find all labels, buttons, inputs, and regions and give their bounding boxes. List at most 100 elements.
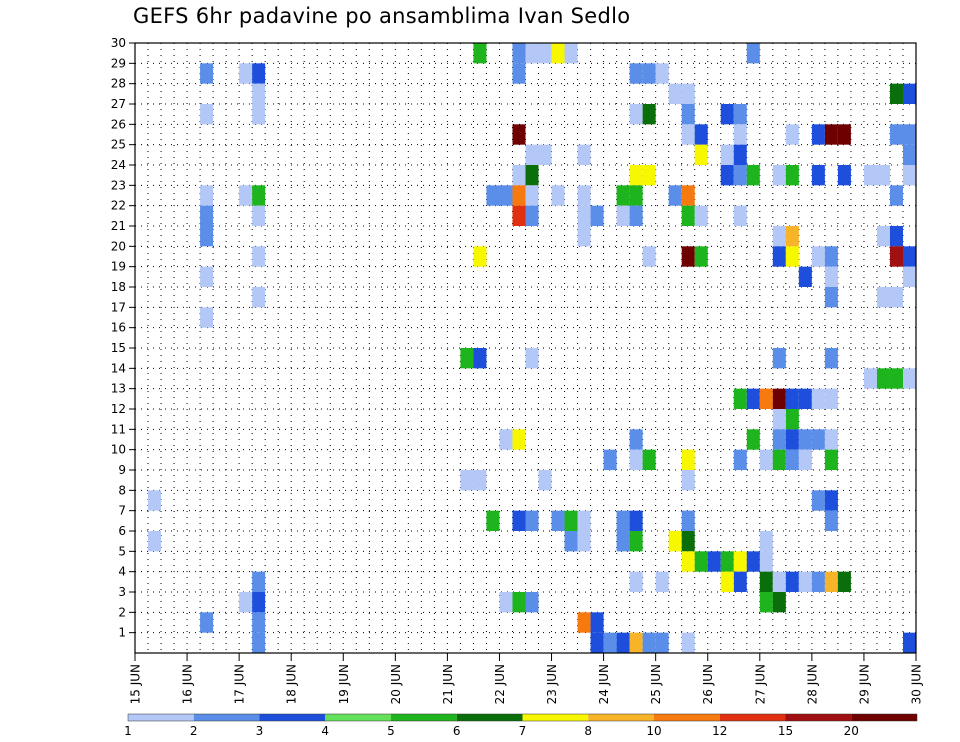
x-tick-label: 25 JUN [649,664,663,704]
heatmap-cell [785,449,799,470]
heatmap-cell [759,388,773,409]
heatmap-cell [525,348,539,369]
heatmap-cell [876,165,890,186]
heatmap-cell [902,266,916,287]
heatmap-cell [811,490,825,511]
legend-label: 4 [321,724,329,738]
legend-swatch [128,714,194,721]
heatmap-cell [629,104,643,125]
heatmap-cell [824,510,838,531]
heatmap-cell [512,429,526,450]
heatmap-cell [720,144,734,165]
y-tick-label: 21 [111,219,126,233]
y-tick-label: 22 [111,199,126,213]
heatmap-cell [473,43,487,64]
heatmap-cell [525,43,539,64]
legend-swatch [522,714,589,721]
heatmap-cell [681,632,695,653]
heatmap-cell [616,531,630,552]
x-tick-label: 23 JUN [545,664,559,704]
heatmap-cell [785,124,799,145]
heatmap-cell [902,368,916,389]
heatmap-cell [681,185,695,206]
heatmap-cell [733,124,747,145]
heatmap-cell [629,205,643,226]
legend-label: 6 [453,724,461,738]
heatmap-cell [512,63,526,84]
heatmap-cell [681,246,695,267]
heatmap-cell [642,63,656,84]
heatmap-cell [590,205,604,226]
heatmap-cell [616,205,630,226]
heatmap-cell [772,571,786,592]
heatmap-cell [863,368,877,389]
heatmap-cell [720,551,734,572]
heatmap-cell [889,185,903,206]
x-tick-label: 15 JUN [129,664,143,704]
heatmap-cell [902,165,916,186]
heatmap-cell [538,470,552,491]
legend-swatch [259,714,326,721]
heatmap-cell [668,531,682,552]
heatmap-cell [642,449,656,470]
heatmap-cell [577,144,591,165]
y-tick-label: 5 [118,544,126,558]
heatmap-cell [720,571,734,592]
heatmap-cell [577,226,591,247]
heatmap-cell [811,388,825,409]
heatmap-cell [525,592,539,613]
legend-label: 5 [387,724,395,738]
heatmap-cell [642,104,656,125]
heatmap-cell [837,124,851,145]
heatmap-cell [590,632,604,653]
heatmap-cell [798,449,812,470]
heatmap-cell [590,612,604,633]
heatmap-cell [629,185,643,206]
heatmap-cell [252,632,266,653]
heatmap-cell [824,287,838,308]
heatmap-cell [681,470,695,491]
heatmap-cell [512,205,526,226]
heatmap-cell [876,287,890,308]
y-tick-label: 8 [118,483,126,497]
y-tick-label: 4 [118,565,126,579]
heatmap-cell [720,165,734,186]
y-tick-label: 29 [111,56,126,70]
heatmap-cell [512,185,526,206]
heatmap-cell [629,63,643,84]
heatmap-cell [564,43,578,64]
heatmap-cell [785,388,799,409]
heatmap-cell [512,124,526,145]
legend-label: 2 [190,724,198,738]
y-tick-label: 16 [111,321,126,335]
y-tick-label: 23 [111,178,126,192]
heatmap-cell [239,63,253,84]
heatmap-cell [499,429,513,450]
heatmap-cell [629,429,643,450]
heatmap-cell [512,510,526,531]
heatmap-cell [512,165,526,186]
heatmap-cell [759,592,773,613]
heatmap-cell [681,449,695,470]
heatmap-cell [707,551,721,572]
heatmap-cell [148,490,162,511]
y-tick-label: 12 [111,402,126,416]
heatmap-cell [629,165,643,186]
x-tick-label: 22 JUN [493,664,507,704]
heatmap-cell [473,246,487,267]
heatmap-cell [720,104,734,125]
heatmap-cell [824,246,838,267]
y-tick-label: 7 [118,504,126,518]
heatmap-cell [525,185,539,206]
heatmap-cell [629,531,643,552]
heatmap-cell [200,205,214,226]
heatmap-cell [772,592,786,613]
legend-swatch [456,714,523,721]
heatmap-cell [876,368,890,389]
y-tick-label: 6 [118,524,126,538]
legend-label: 10 [646,724,661,738]
y-tick-label: 14 [111,361,126,375]
heatmap-cell [798,429,812,450]
heatmap-cell [811,165,825,186]
